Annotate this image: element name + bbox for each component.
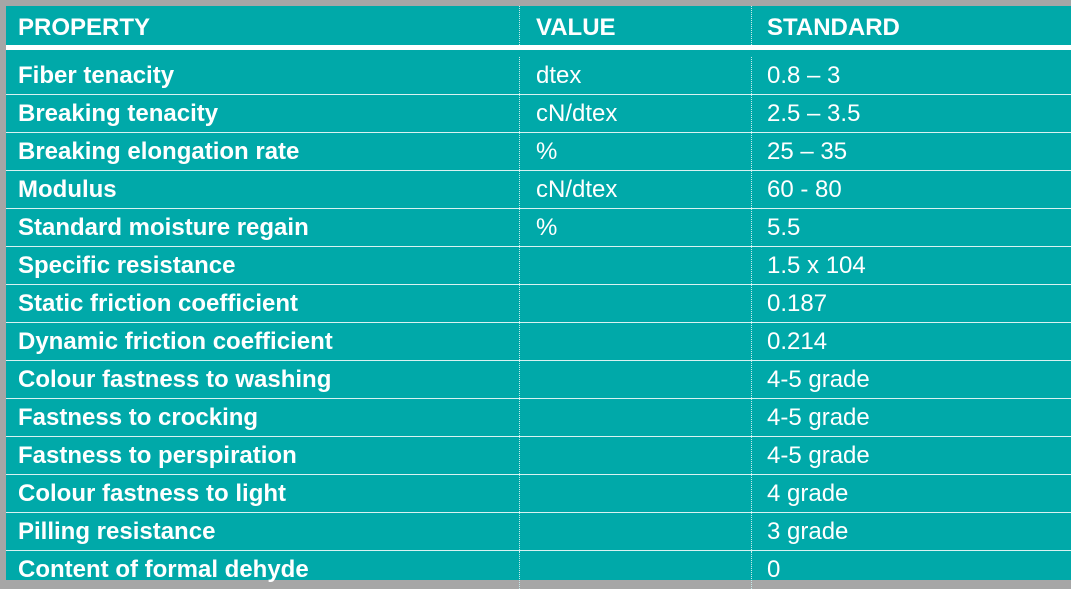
- properties-table: PROPERTY VALUE STANDARD Fiber tenacity dt…: [6, 6, 1071, 589]
- cell-standard: 4-5 grade: [751, 437, 1071, 474]
- cell-value: cN/dtex: [519, 95, 751, 132]
- cell-standard: 2.5 – 3.5: [751, 95, 1071, 132]
- table-row: Fastness to crocking 4-5 grade: [6, 399, 1071, 437]
- cell-property: Dynamic friction coefficient: [18, 327, 333, 355]
- table-row: Breaking tenacity cN/dtex 2.5 – 3.5: [6, 95, 1071, 133]
- table-row: Fastness to perspiration 4-5 grade: [6, 437, 1071, 475]
- table-row: Standard moisture regain% 5.5: [6, 209, 1071, 247]
- cell-standard: 0.8 – 3: [751, 57, 1071, 94]
- table-header-row: PROPERTY VALUE STANDARD: [6, 6, 1071, 49]
- cell-property: Standard moisture regain: [18, 213, 309, 241]
- cell-value: [519, 361, 751, 398]
- header-divider: [6, 45, 1071, 50]
- cell-value: [519, 437, 751, 474]
- cell-standard: 0: [751, 551, 1071, 589]
- header-standard: STANDARD: [751, 6, 1071, 49]
- cell-value: [519, 323, 751, 360]
- table-row: Specific resistance 1.5 x 104: [6, 247, 1071, 285]
- cell-value: %: [519, 209, 751, 246]
- cell-standard: 60 - 80: [751, 171, 1071, 208]
- cell-property: Modulus: [18, 175, 117, 203]
- cell-value: [519, 285, 751, 322]
- table-row: Colour fastness to washing 4-5 grade: [6, 361, 1071, 399]
- table-row: Colour fastness to light 4 grade: [6, 475, 1071, 513]
- cell-property: Breaking elongation rate: [18, 137, 300, 165]
- cell-property: Fastness to perspiration: [18, 441, 297, 469]
- header-property: PROPERTY: [18, 13, 151, 41]
- cell-value: %: [519, 133, 751, 170]
- cell-property: Fastness to crocking: [18, 403, 259, 431]
- table-row: Static friction coefficient 0.187: [6, 285, 1071, 323]
- cell-property: Fiber tenacity: [18, 61, 175, 89]
- cell-property: Static friction coefficient: [18, 289, 299, 317]
- cell-property: Breaking tenacity: [18, 99, 219, 127]
- table-row: Fiber tenacity dtex 0.8 – 3: [6, 57, 1071, 95]
- cell-property: Colour fastness to light: [18, 479, 287, 507]
- cell-value: [519, 551, 751, 589]
- cell-property: Content of formal dehyde: [18, 556, 309, 583]
- cell-property: Pilling resistance: [18, 517, 216, 545]
- cell-value: cN/dtex: [519, 171, 751, 208]
- cell-property: Specific resistance: [18, 251, 236, 279]
- cell-standard: 5.5: [751, 209, 1071, 246]
- cell-standard: 1.5 x 104: [751, 247, 1071, 284]
- cell-value: dtex: [519, 57, 751, 94]
- cell-standard: 0.187: [751, 285, 1071, 322]
- cell-standard: 4-5 grade: [751, 361, 1071, 398]
- table-row: Modulus cN/dtex 60 - 80: [6, 171, 1071, 209]
- table-row: Content of formal dehyde 0: [6, 551, 1071, 589]
- table-row: Pilling resistance 3 grade: [6, 513, 1071, 551]
- table-row: Breaking elongation rate% 25 – 35: [6, 133, 1071, 171]
- cell-property: Colour fastness to washing: [18, 365, 332, 393]
- cell-value: [519, 247, 751, 284]
- cell-standard: 3 grade: [751, 513, 1071, 550]
- cell-standard: 4 grade: [751, 475, 1071, 512]
- cell-standard: 4-5 grade: [751, 399, 1071, 436]
- cell-value: [519, 399, 751, 436]
- cell-standard: 0.214: [751, 323, 1071, 360]
- header-value: VALUE: [519, 6, 751, 49]
- table-row: Dynamic friction coefficient 0.214: [6, 323, 1071, 361]
- cell-value: [519, 513, 751, 550]
- cell-value: [519, 475, 751, 512]
- cell-standard: 25 – 35: [751, 133, 1071, 170]
